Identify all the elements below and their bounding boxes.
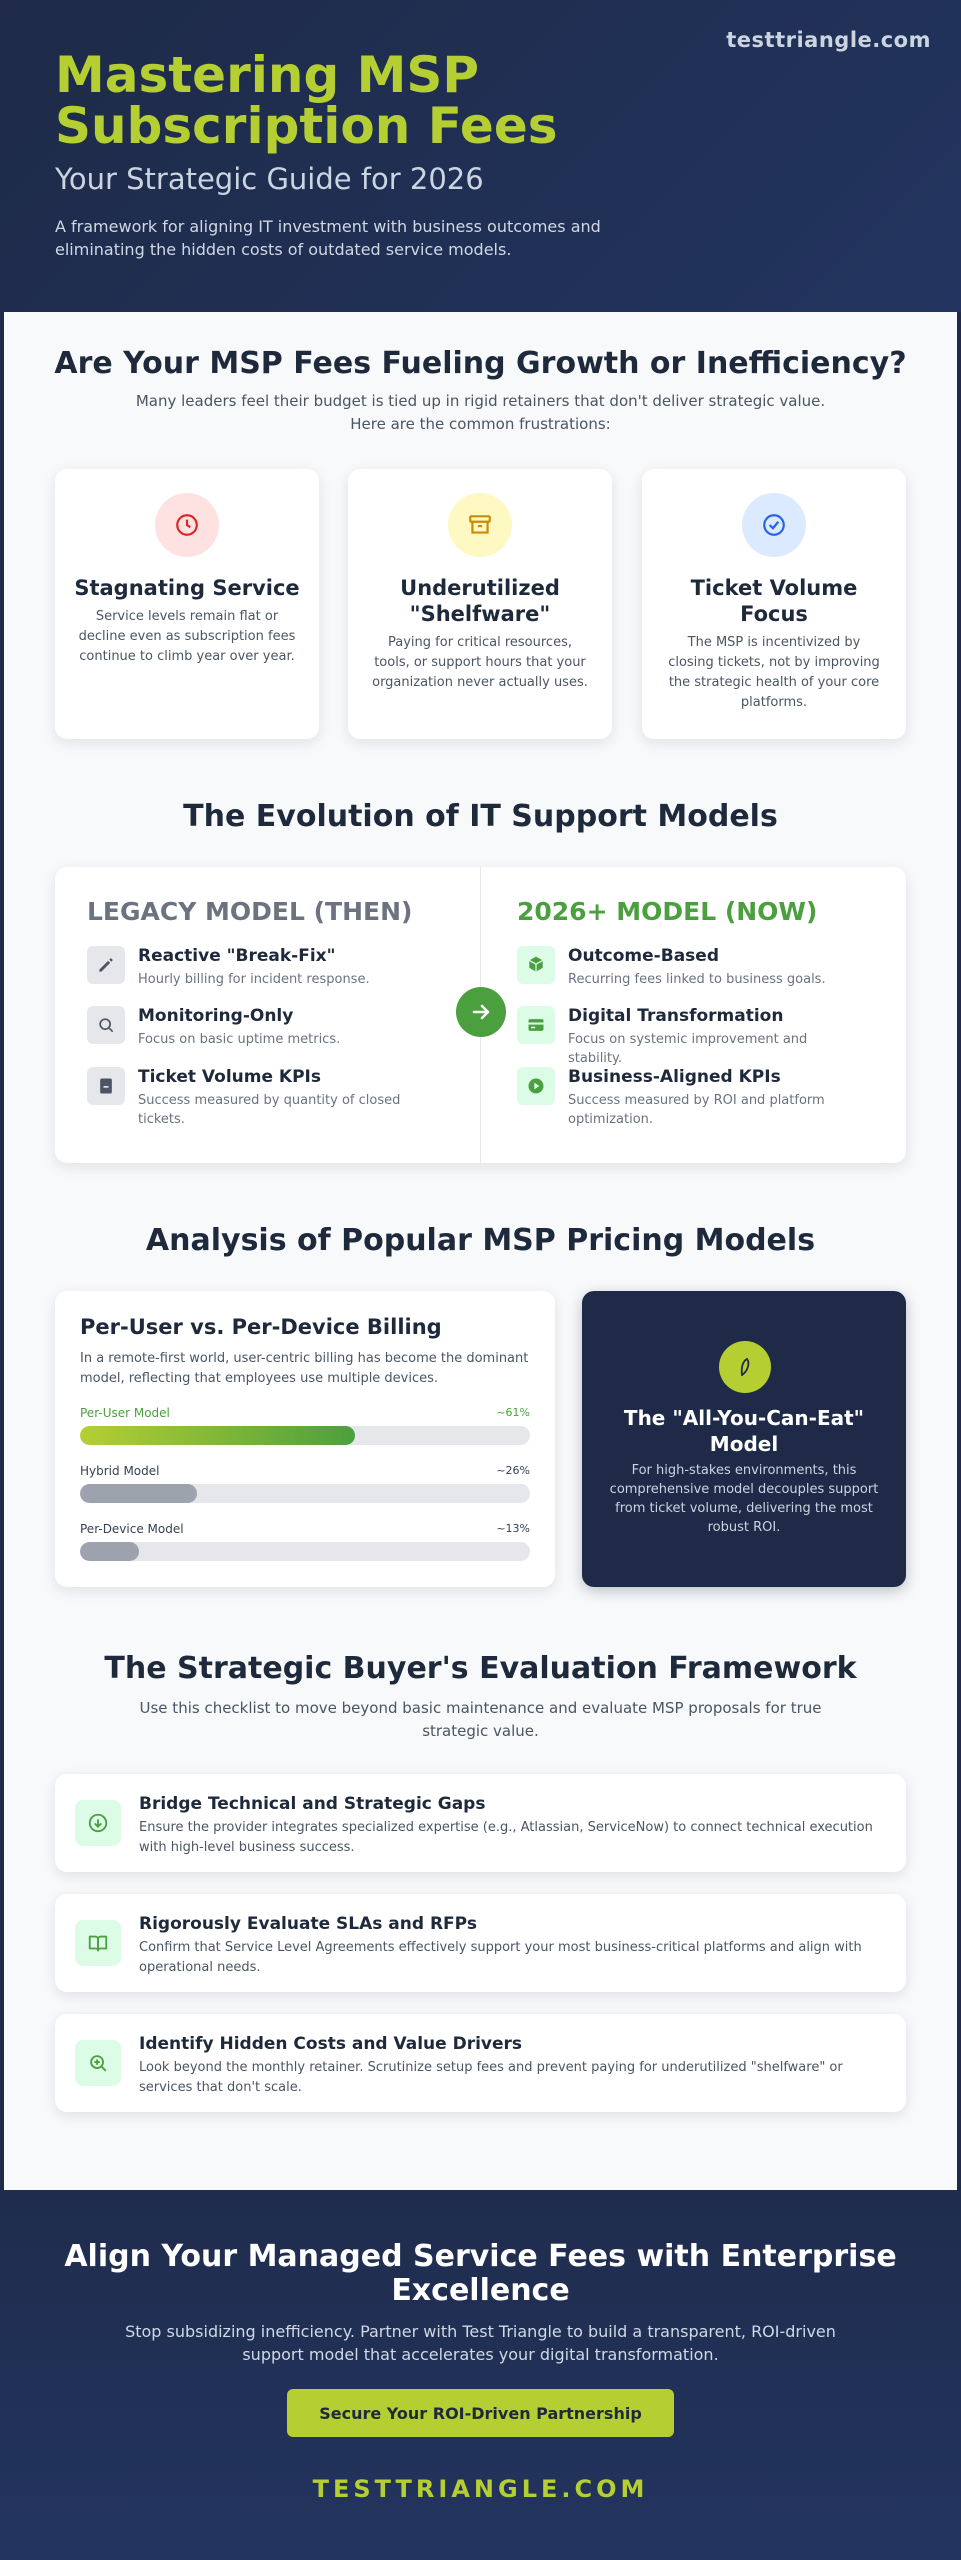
archive-box-icon xyxy=(448,493,512,557)
problems-description: Many leaders feel their budget is tied u… xyxy=(135,392,826,433)
site-tag[interactable]: testtriangle.com xyxy=(726,28,931,52)
page-subtitle: Your Strategic Guide for 2026 xyxy=(55,162,484,196)
magnifier-icon xyxy=(87,1006,125,1044)
framework-item-title: Rigorously Evaluate SLAs and RFPs xyxy=(139,1914,477,1934)
credit-card-icon xyxy=(517,1006,555,1044)
bar-track xyxy=(80,1426,530,1445)
framework-item: Rigorously Evaluate SLAs and RFPs Confir… xyxy=(55,1894,906,1992)
page-title: Mastering MSP Subscription Fees xyxy=(55,46,558,155)
pricing-card-description: In a remote-first world, user-centric bi… xyxy=(80,1351,529,1386)
modern-item-text: Focus on systemic improvement and stabil… xyxy=(568,1032,808,1066)
framework-item: Identify Hidden Costs and Value Drivers … xyxy=(55,2014,906,2112)
bar-fill xyxy=(80,1426,355,1445)
modern-item-title: Business-Aligned KPIs xyxy=(568,1067,781,1087)
all-you-can-eat-text: For high-stakes environments, this compr… xyxy=(609,1463,879,1535)
pricing-title: Analysis of Popular MSP Pricing Models xyxy=(145,1223,816,1258)
bar-label: Per-Device Model xyxy=(80,1522,184,1536)
legacy-item-text: Focus on basic uptime metrics. xyxy=(138,1032,341,1047)
bar-label: Per-User Model xyxy=(80,1406,170,1420)
evolution-card: LEGACY MODEL (THEN) Reactive "Break-Fix"… xyxy=(55,867,906,1163)
bar-percent: ~61% xyxy=(496,1406,530,1419)
bar-percent: ~13% xyxy=(496,1522,530,1535)
zoom-in-icon xyxy=(75,2040,121,2086)
pencil-square-icon xyxy=(87,946,125,984)
pain-card-title: Stagnating Service xyxy=(74,576,300,600)
pain-card-text: The MSP is incentivized by closing ticke… xyxy=(668,635,880,710)
cta-title: Align Your Managed Service Fees with Ent… xyxy=(64,2239,897,2308)
legacy-item-text: Success measured by quantity of closed t… xyxy=(138,1093,401,1127)
open-book-icon xyxy=(75,1920,121,1966)
legacy-item-text: Hourly billing for incident response. xyxy=(138,972,370,987)
bar-fill xyxy=(80,1484,197,1503)
pain-card-title: Underutilized "Shelfware" xyxy=(400,576,560,626)
pain-card-title: Ticket Volume Focus xyxy=(690,576,858,626)
cube-icon xyxy=(517,946,555,984)
all-you-can-eat-title: The "All-You-Can-Eat" Model xyxy=(623,1406,865,1456)
pain-card-text: Paying for critical resources, tools, or… xyxy=(372,635,588,690)
pain-card-shelfware: Underutilized "Shelfware" Paying for cri… xyxy=(348,469,612,739)
framework-item-title: Bridge Technical and Strategic Gaps xyxy=(139,1794,486,1814)
legacy-item-title: Ticket Volume KPIs xyxy=(138,1067,321,1087)
ticket-icon xyxy=(87,1067,125,1105)
hero-description: A framework for aligning IT investment w… xyxy=(55,217,601,259)
pain-card-text: Service levels remain flat or decline ev… xyxy=(78,609,296,664)
bar-label: Hybrid Model xyxy=(80,1464,160,1478)
framework-item-text: Look beyond the monthly retainer. Scruti… xyxy=(139,2060,843,2095)
modern-item-text: Success measured by ROI and platform opt… xyxy=(568,1093,825,1127)
cta-text: Stop subsidizing inefficiency. Partner w… xyxy=(125,2322,836,2364)
arrow-right-icon xyxy=(456,987,506,1037)
framework-item-text: Confirm that Service Level Agreements ef… xyxy=(139,1940,862,1975)
play-circle-icon xyxy=(517,1067,555,1105)
framework-item: Bridge Technical and Strategic Gaps Ensu… xyxy=(55,1774,906,1872)
modern-heading: 2026+ MODEL (NOW) xyxy=(517,897,818,926)
modern-item-title: Digital Transformation xyxy=(568,1006,784,1026)
evolution-title: The Evolution of IT Support Models xyxy=(183,799,778,834)
cta-button[interactable]: Secure Your ROI-Driven Partnership xyxy=(287,2389,674,2437)
bar-fill xyxy=(80,1542,139,1561)
framework-title: The Strategic Buyer's Evaluation Framewo… xyxy=(104,1651,857,1686)
bar-track xyxy=(80,1484,530,1503)
leaf-icon xyxy=(719,1341,771,1393)
all-you-can-eat-card: The "All-You-Can-Eat" Model For high-sta… xyxy=(582,1291,906,1587)
legacy-item-title: Monitoring-Only xyxy=(138,1006,294,1026)
problems-title: Are Your MSP Fees Fueling Growth or Inef… xyxy=(54,346,907,381)
hero-section: testtriangle.com Mastering MSP Subscript… xyxy=(0,0,961,312)
framework-description: Use this checklist to move beyond basic … xyxy=(139,1699,822,1740)
check-circle-icon xyxy=(742,493,806,557)
legacy-heading: LEGACY MODEL (THEN) xyxy=(87,897,413,926)
bar-track xyxy=(80,1542,530,1561)
legacy-item-title: Reactive "Break-Fix" xyxy=(138,946,336,966)
footer-brand[interactable]: TESTTRIANGLE.COM xyxy=(312,2475,649,2503)
arrow-down-circle-icon xyxy=(75,1800,121,1846)
pricing-card: Per-User vs. Per-Device Billing In a rem… xyxy=(55,1291,555,1587)
cta-footer: Align Your Managed Service Fees with Ent… xyxy=(0,2190,961,2560)
bar-percent: ~26% xyxy=(496,1464,530,1477)
modern-item-title: Outcome-Based xyxy=(568,946,719,966)
modern-item-text: Recurring fees linked to business goals. xyxy=(568,972,826,987)
clock-icon xyxy=(155,493,219,557)
framework-item-text: Ensure the provider integrates specializ… xyxy=(139,1820,873,1855)
framework-item-title: Identify Hidden Costs and Value Drivers xyxy=(139,2034,523,2054)
pricing-card-title: Per-User vs. Per-Device Billing xyxy=(80,1315,442,1339)
main-content: Are Your MSP Fees Fueling Growth or Inef… xyxy=(4,312,957,2190)
pain-card-ticket-focus: Ticket Volume Focus The MSP is incentivi… xyxy=(642,469,906,739)
pain-card-stagnating: Stagnating Service Service levels remain… xyxy=(55,469,319,739)
